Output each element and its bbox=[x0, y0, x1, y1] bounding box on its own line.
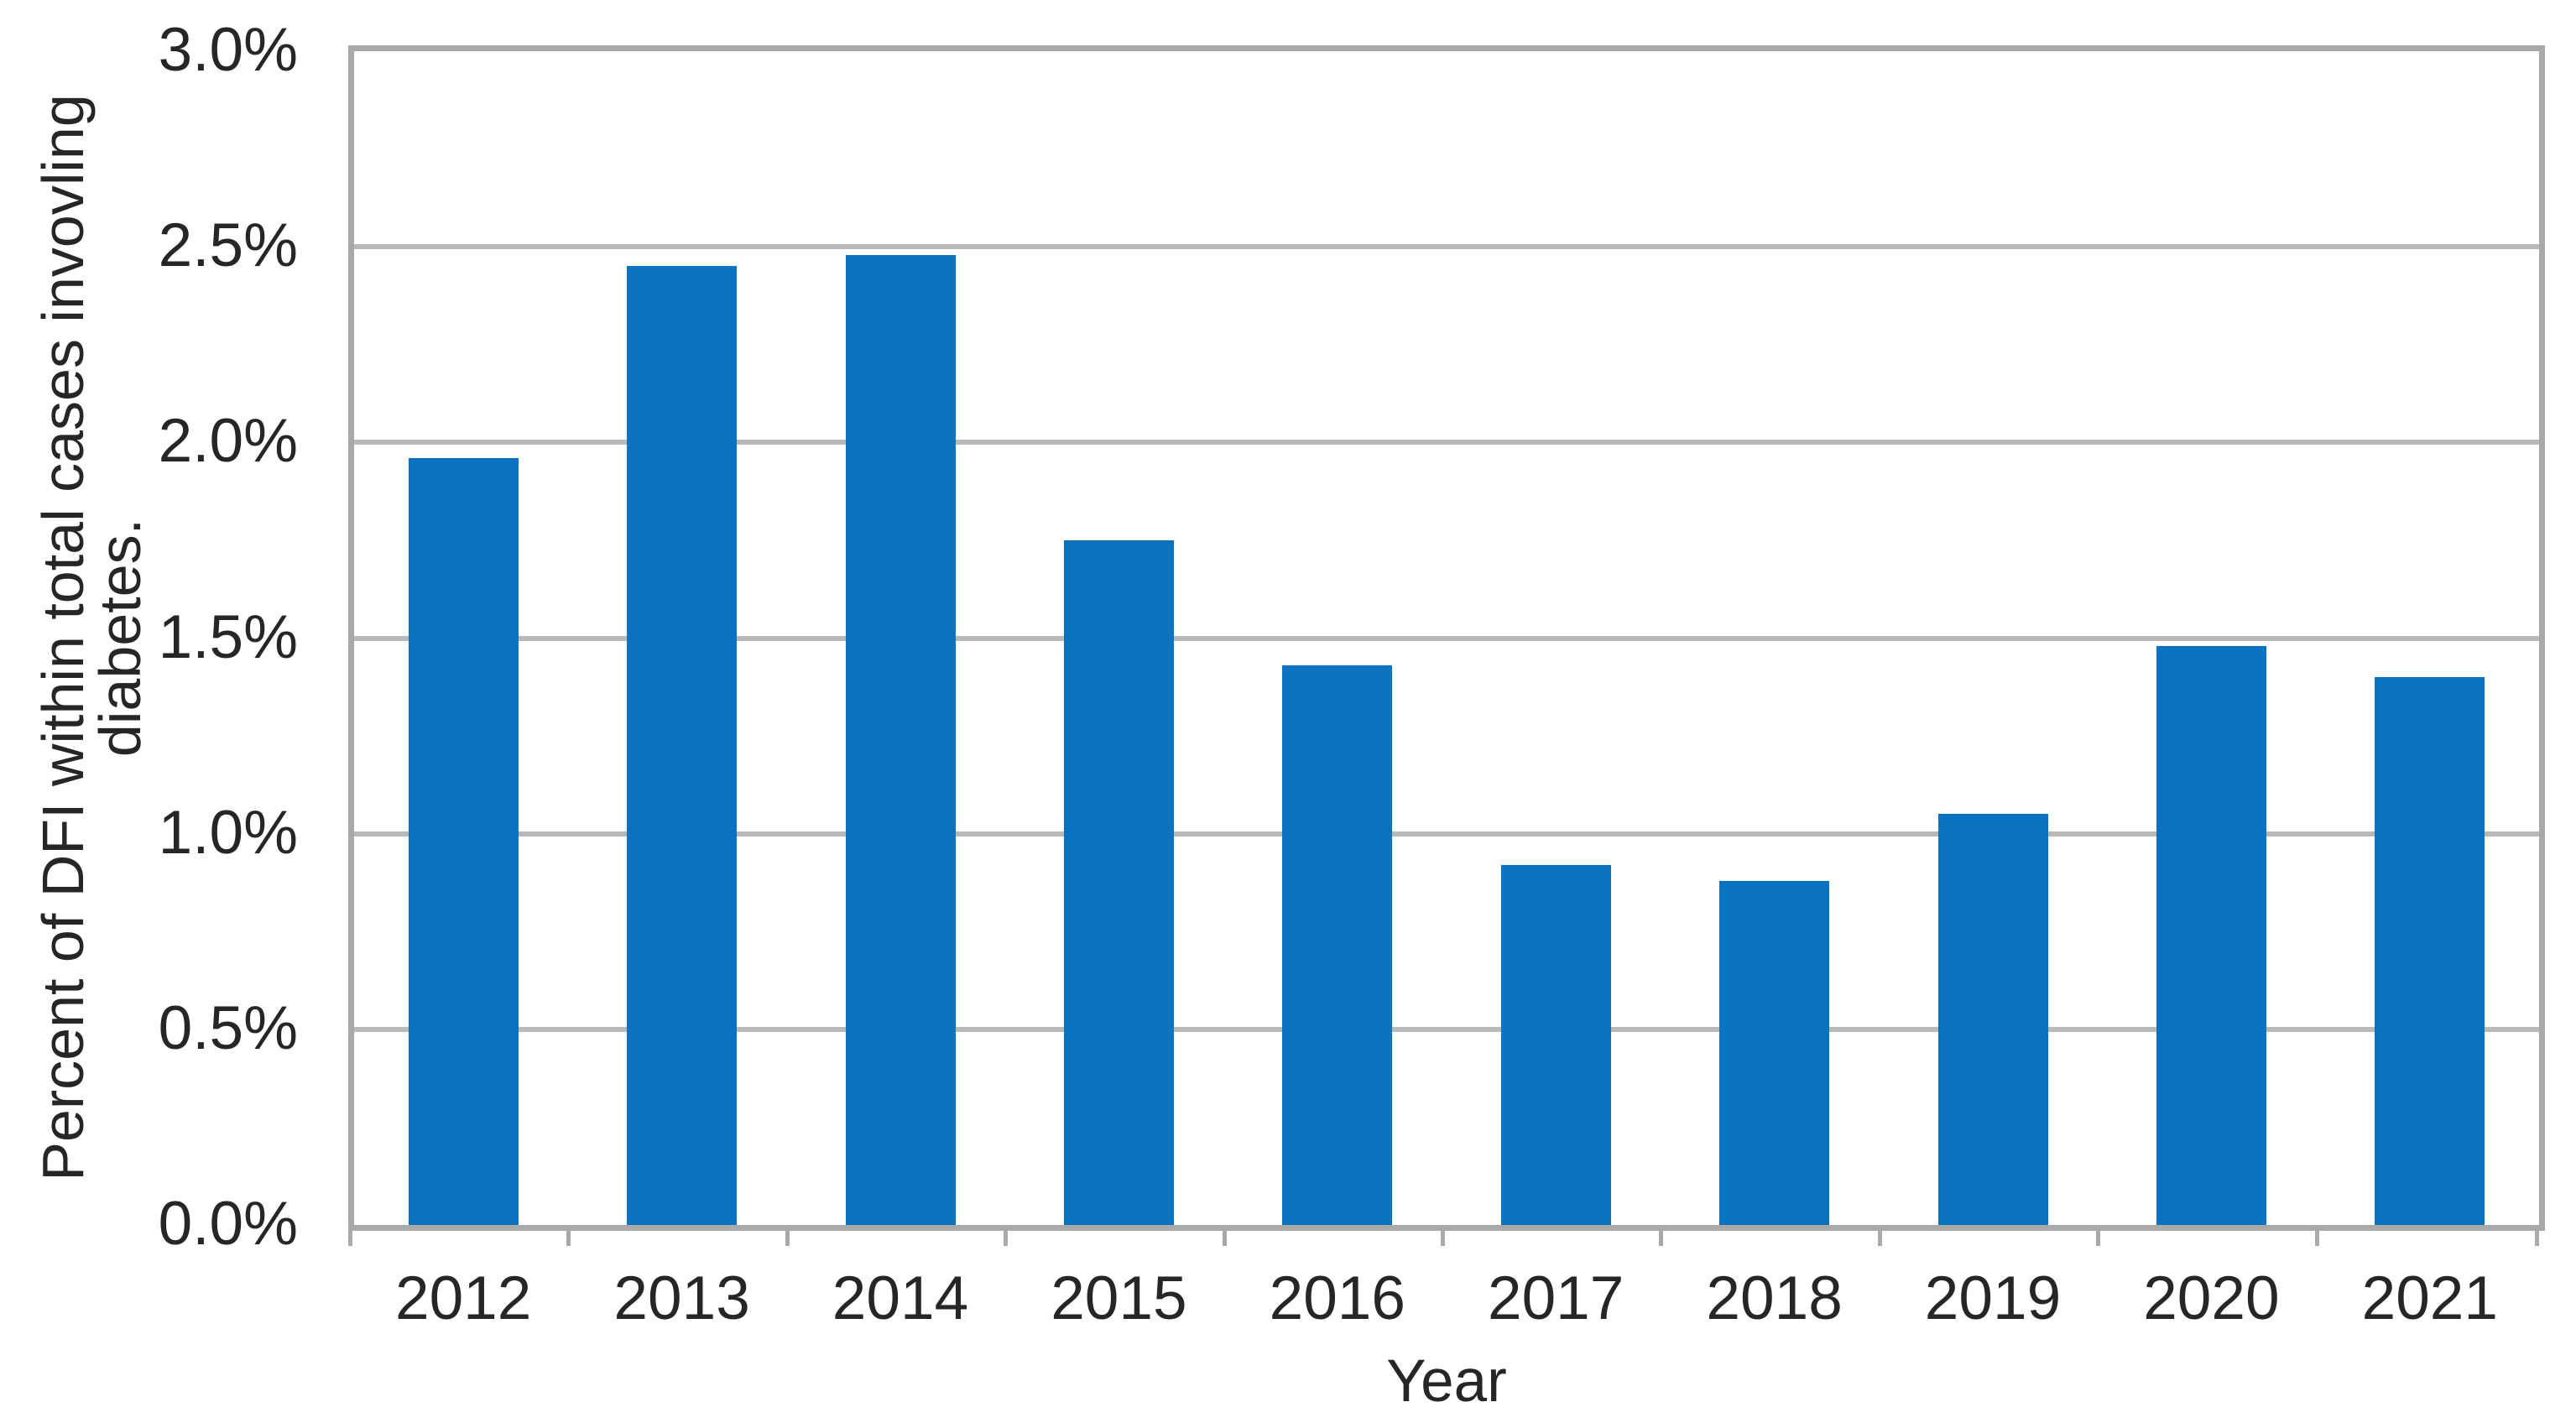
x-axis-title: Year bbox=[1386, 1348, 1507, 1415]
x-tick-label-2012: 2012 bbox=[394, 1264, 532, 1332]
x-tick-label-2013: 2013 bbox=[613, 1264, 750, 1332]
x-tick-label-2021: 2021 bbox=[2361, 1264, 2498, 1332]
x-tick-mark bbox=[2535, 1228, 2539, 1246]
x-tick-mark bbox=[1659, 1228, 1664, 1246]
x-tick-label-2015: 2015 bbox=[1051, 1264, 1187, 1332]
x-tick-label-2020: 2020 bbox=[2143, 1264, 2280, 1332]
gridline-2.5% bbox=[354, 244, 2539, 250]
x-tick-label-2016: 2016 bbox=[1269, 1264, 1405, 1332]
x-tick-label-2014: 2014 bbox=[832, 1264, 969, 1332]
x-tick-mark bbox=[785, 1228, 790, 1246]
x-tick-label-2018: 2018 bbox=[1706, 1264, 1843, 1332]
bar-2013 bbox=[627, 266, 738, 1225]
y-tick-label-1.5%: 1.5% bbox=[158, 602, 298, 671]
y-tick-label-2.5%: 2.5% bbox=[158, 211, 298, 279]
y-tick-label-3.0%: 3.0% bbox=[158, 15, 298, 84]
x-tick-mark bbox=[566, 1228, 571, 1246]
x-tick-mark bbox=[1877, 1228, 1882, 1246]
bar-2020 bbox=[2156, 645, 2266, 1225]
y-tick-label-0.0%: 0.0% bbox=[158, 1189, 298, 1258]
bar-2017 bbox=[1500, 864, 1611, 1225]
x-tick-label-2017: 2017 bbox=[1487, 1264, 1624, 1332]
x-tick-mark bbox=[1441, 1228, 1445, 1246]
x-tick-mark bbox=[2314, 1228, 2319, 1246]
bar-2019 bbox=[1937, 814, 2048, 1225]
x-tick-mark bbox=[1004, 1228, 1009, 1246]
y-tick-label-1.0%: 1.0% bbox=[158, 798, 298, 867]
x-tick-mark bbox=[1222, 1228, 1227, 1246]
bar-2016 bbox=[1282, 665, 1393, 1225]
y-tick-label-2.0%: 2.0% bbox=[158, 407, 298, 476]
plot-area bbox=[348, 45, 2545, 1231]
bar-2014 bbox=[845, 254, 956, 1225]
gridline-2.0% bbox=[354, 440, 2539, 446]
bar-2015 bbox=[1063, 539, 1174, 1225]
x-tick-mark bbox=[348, 1228, 352, 1246]
gridline-1.5% bbox=[354, 635, 2539, 641]
gridline-1.0% bbox=[354, 831, 2539, 836]
x-tick-mark bbox=[2096, 1228, 2101, 1246]
gridline-0.5% bbox=[354, 1026, 2539, 1032]
bar-2018 bbox=[1719, 880, 1830, 1225]
bar-2012 bbox=[408, 458, 519, 1225]
y-tick-label-0.5%: 0.5% bbox=[158, 993, 298, 1062]
bar-2021 bbox=[2375, 677, 2485, 1225]
x-tick-label-2019: 2019 bbox=[1924, 1264, 2062, 1332]
